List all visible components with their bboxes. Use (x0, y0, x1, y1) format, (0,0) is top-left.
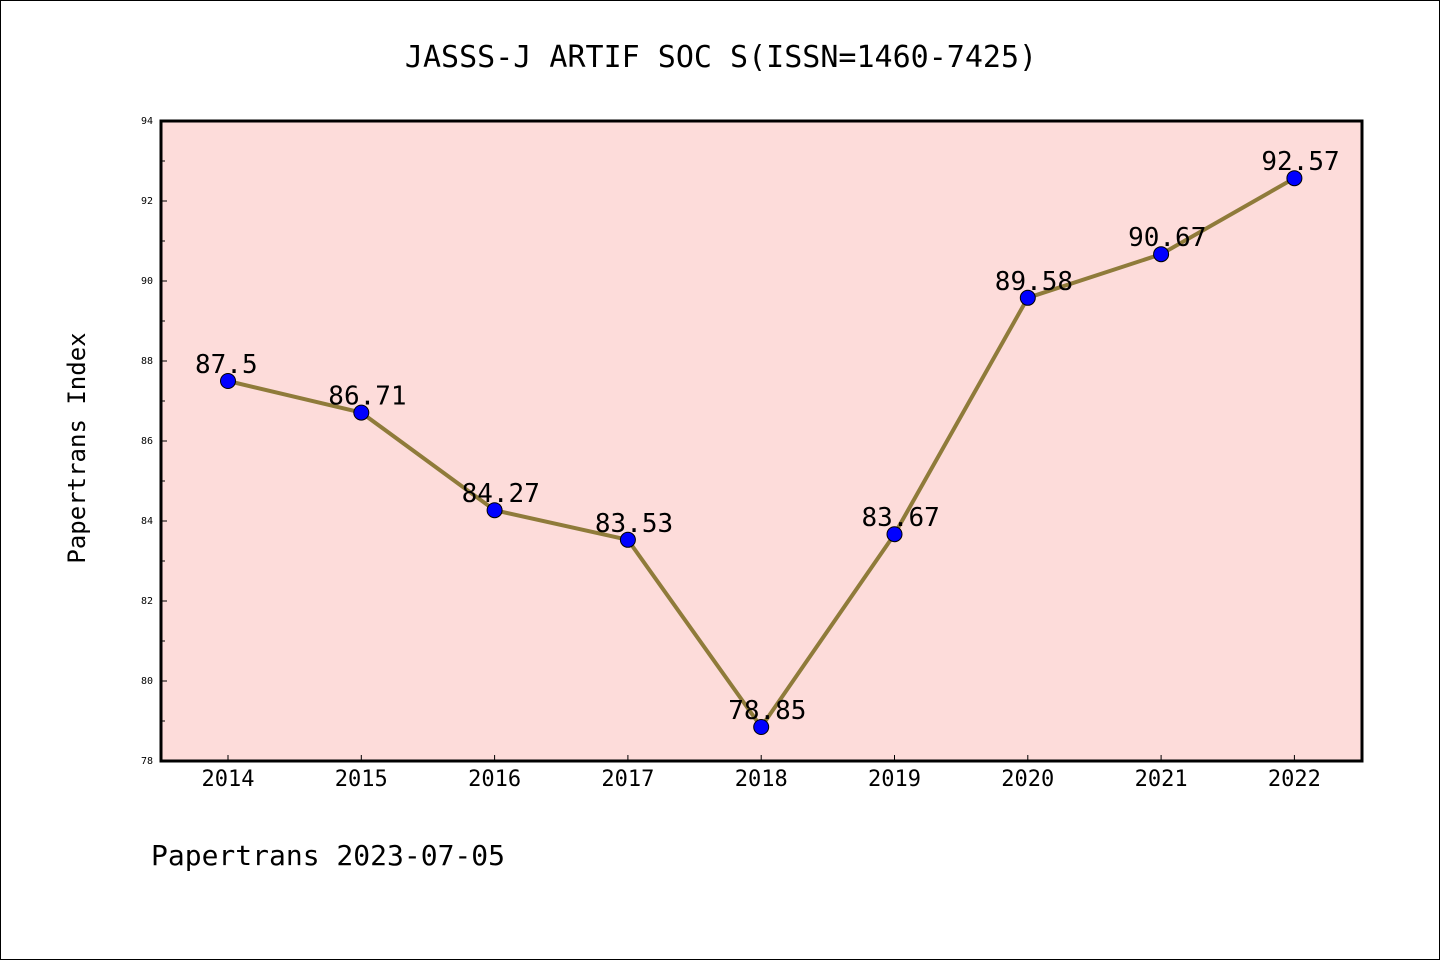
data-point-marker (1153, 246, 1170, 263)
data-point-marker (353, 404, 370, 421)
x-tick-label: 2022 (1268, 767, 1321, 792)
data-point-label: 84.27 (462, 479, 540, 509)
data-point-marker (753, 719, 770, 735)
y-tick-label: 86 (141, 436, 153, 447)
y-tick-label: 84 (141, 516, 153, 527)
y-tick-label: 88 (141, 356, 153, 367)
chart-title: JASSS-J ARTIF SOC S(ISSN=1460-7425) (405, 40, 1037, 75)
y-tick-label: 90 (141, 276, 153, 287)
data-point-label: 83.53 (595, 509, 673, 539)
x-tick-label: 2015 (335, 767, 388, 792)
data-point-label: 90.67 (1128, 223, 1206, 253)
data-point-marker (1286, 170, 1303, 187)
data-point-marker (220, 373, 236, 389)
x-tick-label: 2021 (1135, 767, 1188, 792)
data-point-label: 83.67 (862, 503, 940, 533)
x-tick-label: 2020 (1001, 767, 1054, 792)
data-point-marker (1019, 289, 1036, 306)
x-axis-ticks: 2014 2015 2016 2017 2018 2019 2020 2021 2022 (202, 755, 1321, 792)
y-tick-label: 78 (141, 756, 153, 767)
x-tick-label: 2014 (202, 767, 255, 792)
data-point-label: 87.5 (195, 350, 258, 380)
data-point-marker (486, 502, 503, 519)
y-axis-label: Papertrans Index (63, 332, 91, 563)
data-point-label: 86.71 (328, 382, 406, 412)
x-tick-label: 2019 (868, 767, 921, 792)
data-point-label: 78.85 (728, 696, 806, 726)
x-tick-label: 2018 (735, 767, 788, 792)
y-tick-label: 94 (141, 116, 153, 127)
data-point-marker (886, 526, 903, 543)
data-point-label: 89.58 (995, 267, 1073, 297)
series-markers (220, 170, 1303, 735)
data-point-marker (619, 531, 636, 548)
y-tick-label: 80 (141, 676, 153, 687)
y-tick-label: 82 (141, 596, 153, 607)
footer-text: Papertrans 2023-07-05 (151, 839, 505, 872)
y-tick-label: 92 (141, 196, 153, 207)
data-labels: 87.5 86.71 84.27 83.53 78.85 83.67 89.58 90.67 9… (195, 147, 1340, 726)
x-tick-label: 2017 (601, 767, 654, 792)
plot-border (159, 119, 1364, 763)
x-tick-label: 2016 (468, 767, 521, 792)
plot-area (161, 121, 1362, 761)
data-point-label: 92.57 (1261, 147, 1339, 177)
y-axis-ticks: 78 80 82 84 86 88 90 92 94 (141, 116, 167, 767)
